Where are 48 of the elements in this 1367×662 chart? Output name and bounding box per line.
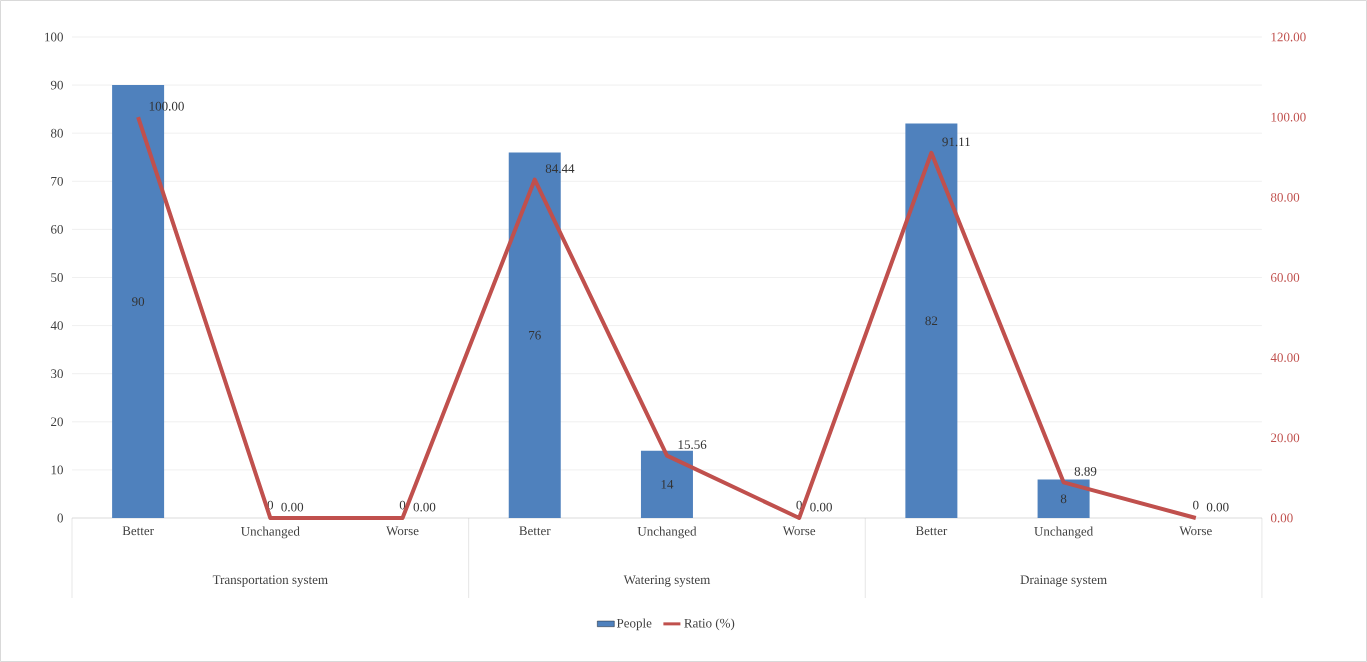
- data-label: 0.00: [281, 502, 304, 512]
- y2-tick-label: 0.00: [1270, 513, 1293, 523]
- text: Watering system: [623, 575, 711, 587]
- x-tick-label: Worse: [1179, 526, 1212, 536]
- y-tick-label: 80: [50, 128, 63, 138]
- bar: [640, 450, 693, 518]
- y-tick-label: 30: [51, 369, 63, 379]
- y-tick-label: 10: [51, 465, 63, 475]
- y-tick-label: 0: [57, 513, 63, 523]
- text: Drainage system: [1020, 575, 1107, 587]
- x-tick-label: Better: [915, 526, 948, 536]
- data-label: 14: [661, 480, 674, 489]
- y-tick-label: 100: [45, 32, 63, 42]
- y2-tick-label: 80.00: [1270, 192, 1300, 202]
- y2-tick-label: 40.00: [1270, 353, 1300, 363]
- x-tick-label: Better: [519, 526, 551, 536]
- y2-tick-label: 20.00: [1271, 433, 1300, 443]
- legend-label: People: [616, 618, 652, 631]
- x-tick-label: Worse: [782, 526, 816, 536]
- y2-tick-label: 60.00: [1271, 273, 1300, 282]
- x-tick-label: Unchanged: [637, 526, 697, 539]
- y-tick-label: 70: [51, 176, 63, 186]
- data-label: 90: [132, 297, 145, 306]
- data-label: 0: [1193, 500, 1199, 510]
- y-tick-label: 40: [50, 321, 63, 330]
- x-tick-label: Unchanged: [1034, 526, 1094, 539]
- y-tick-label: 60: [51, 225, 63, 234]
- y2-tick-label: 120.00: [1271, 32, 1306, 42]
- text: Transportation system: [212, 575, 328, 587]
- data-label: 8.89: [1074, 467, 1097, 476]
- y-tick-label: 50: [51, 273, 63, 282]
- y-tick-label: 90: [50, 80, 63, 90]
- data-label: 82: [925, 316, 938, 326]
- data-label: 8: [1060, 494, 1067, 504]
- data-label: 0.00: [1206, 502, 1229, 512]
- data-label: 0.00: [413, 502, 436, 512]
- y-tick-label: 20: [51, 417, 63, 427]
- bar: [1037, 479, 1090, 518]
- data-label: 0: [796, 500, 802, 510]
- x-tick-label: Unchanged: [240, 526, 300, 539]
- legend-label: Ratio (%): [684, 618, 735, 631]
- data-label: 76: [529, 330, 541, 340]
- data-label: 0: [399, 500, 406, 510]
- data-label: 15.56: [678, 440, 707, 450]
- data-label: 0.00: [810, 502, 832, 512]
- x-tick-label: Worse: [386, 526, 419, 536]
- y2-tick-label: 100.00: [1271, 112, 1306, 122]
- x-tick-label: Better: [122, 526, 154, 536]
